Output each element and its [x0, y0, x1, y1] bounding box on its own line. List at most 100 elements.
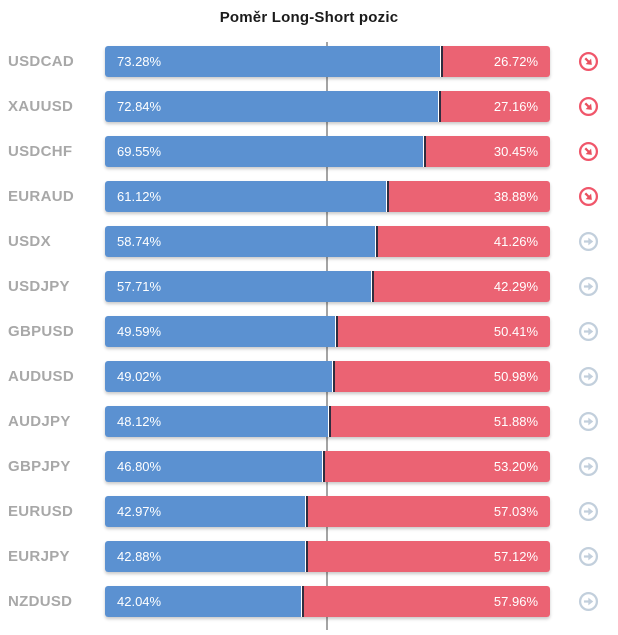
neutral-signal-icon[interactable]: [550, 321, 618, 342]
long-segment: 49.02%: [105, 361, 333, 392]
currency-row: NZDUSD 42.04% 57.96%: [0, 586, 618, 617]
short-segment: 51.88%: [331, 406, 550, 437]
short-percent-label: 57.96%: [493, 594, 538, 609]
short-segment: 30.45%: [426, 136, 550, 167]
currency-row: USDCAD 73.28% 26.72%: [0, 46, 618, 77]
bar-wrap: 58.74% 41.26%: [105, 226, 550, 257]
neutral-signal-icon[interactable]: [550, 366, 618, 387]
short-percent-label: 57.12%: [493, 549, 538, 564]
long-percent-label: 42.88%: [117, 549, 162, 564]
long-percent-label: 48.12%: [117, 414, 162, 429]
short-segment: 50.41%: [337, 316, 550, 347]
long-short-bar: 58.74% 41.26%: [105, 226, 550, 257]
bar-wrap: 69.55% 30.45%: [105, 136, 550, 167]
pair-label: GBPJPY: [8, 458, 71, 475]
long-short-bar: 69.55% 30.45%: [105, 136, 550, 167]
bar-wrap: 61.12% 38.88%: [105, 181, 550, 212]
short-percent-label: 30.45%: [493, 144, 538, 159]
long-segment: 42.88%: [105, 541, 305, 572]
long-segment: 48.12%: [105, 406, 329, 437]
pair-label: XAUUSD: [8, 98, 74, 115]
long-percent-label: 57.71%: [117, 279, 162, 294]
long-percent-label: 72.84%: [117, 99, 162, 114]
short-segment: 57.03%: [308, 496, 550, 527]
neutral-signal-icon[interactable]: [550, 501, 618, 522]
long-segment: 42.97%: [105, 496, 306, 527]
sell-signal-icon[interactable]: [550, 51, 618, 72]
segment-divider: [385, 181, 389, 212]
bar-wrap: 49.02% 50.98%: [105, 361, 550, 392]
pair-label: GBPUSD: [8, 323, 74, 340]
neutral-signal-icon[interactable]: [550, 456, 618, 477]
long-short-bar: 48.12% 51.88%: [105, 406, 550, 437]
short-percent-label: 42.29%: [493, 279, 538, 294]
long-segment: 72.84%: [105, 91, 439, 122]
bar-wrap: 49.59% 50.41%: [105, 316, 550, 347]
segment-divider: [334, 316, 338, 347]
bar-wrap: 48.12% 51.88%: [105, 406, 550, 437]
segment-divider: [328, 406, 332, 437]
pair-label: AUDJPY: [8, 413, 71, 430]
long-percent-label: 42.04%: [117, 594, 162, 609]
currency-row: GBPUSD 49.59% 50.41%: [0, 316, 618, 347]
short-segment: 41.26%: [378, 226, 550, 257]
short-percent-label: 38.88%: [493, 189, 538, 204]
chart-title: Poměr Long-Short pozic: [219, 9, 399, 26]
long-segment: 73.28%: [105, 46, 441, 77]
long-percent-label: 42.97%: [117, 504, 162, 519]
long-segment: 42.04%: [105, 586, 302, 617]
bar-wrap: 57.71% 42.29%: [105, 271, 550, 302]
sell-signal-icon[interactable]: [550, 141, 618, 162]
neutral-signal-icon[interactable]: [550, 546, 618, 567]
short-segment: 26.72%: [443, 46, 550, 77]
bar-wrap: 46.80% 53.20%: [105, 451, 550, 482]
short-segment: 42.29%: [373, 271, 550, 302]
long-short-bar: 49.59% 50.41%: [105, 316, 550, 347]
segment-divider: [305, 496, 309, 527]
segment-divider: [304, 541, 308, 572]
currency-row: XAUUSD 72.84% 27.16%: [0, 91, 618, 122]
long-segment: 49.59%: [105, 316, 335, 347]
short-percent-label: 50.41%: [493, 324, 538, 339]
bar-wrap: 73.28% 26.72%: [105, 46, 550, 77]
currency-row: USDCHF 69.55% 30.45%: [0, 136, 618, 167]
bar-wrap: 42.88% 57.12%: [105, 541, 550, 572]
currency-row: EURAUD 61.12% 38.88%: [0, 181, 618, 212]
neutral-signal-icon[interactable]: [550, 276, 618, 297]
long-short-bar: 49.02% 50.98%: [105, 361, 550, 392]
segment-divider: [370, 271, 374, 302]
pair-label: USDCHF: [8, 143, 73, 160]
segment-divider: [322, 451, 326, 482]
short-percent-label: 53.20%: [493, 459, 538, 474]
neutral-signal-icon[interactable]: [550, 591, 618, 612]
pair-label: USDX: [8, 233, 51, 250]
segment-divider: [423, 136, 427, 167]
segment-divider: [301, 586, 305, 617]
neutral-signal-icon[interactable]: [550, 411, 618, 432]
short-segment: 57.12%: [307, 541, 550, 572]
long-segment: 58.74%: [105, 226, 376, 257]
pair-label: EURAUD: [8, 188, 74, 205]
short-segment: 27.16%: [441, 91, 550, 122]
long-percent-label: 46.80%: [117, 459, 162, 474]
bar-wrap: 42.04% 57.96%: [105, 586, 550, 617]
long-short-bar: 42.88% 57.12%: [105, 541, 550, 572]
short-segment: 53.20%: [325, 451, 550, 482]
segment-divider: [332, 361, 336, 392]
neutral-signal-icon[interactable]: [550, 231, 618, 252]
long-percent-label: 49.59%: [117, 324, 162, 339]
long-segment: 69.55%: [105, 136, 424, 167]
long-short-bar: 46.80% 53.20%: [105, 451, 550, 482]
short-percent-label: 50.98%: [493, 369, 538, 384]
short-percent-label: 26.72%: [493, 54, 538, 69]
long-short-bar: 42.97% 57.03%: [105, 496, 550, 527]
currency-row: USDX 58.74% 41.26%: [0, 226, 618, 257]
long-percent-label: 58.74%: [117, 234, 162, 249]
sell-signal-icon[interactable]: [550, 96, 618, 117]
currency-row: USDJPY 57.71% 42.29%: [0, 271, 618, 302]
short-percent-label: 27.16%: [493, 99, 538, 114]
sell-signal-icon[interactable]: [550, 186, 618, 207]
bar-wrap: 72.84% 27.16%: [105, 91, 550, 122]
long-segment: 46.80%: [105, 451, 323, 482]
